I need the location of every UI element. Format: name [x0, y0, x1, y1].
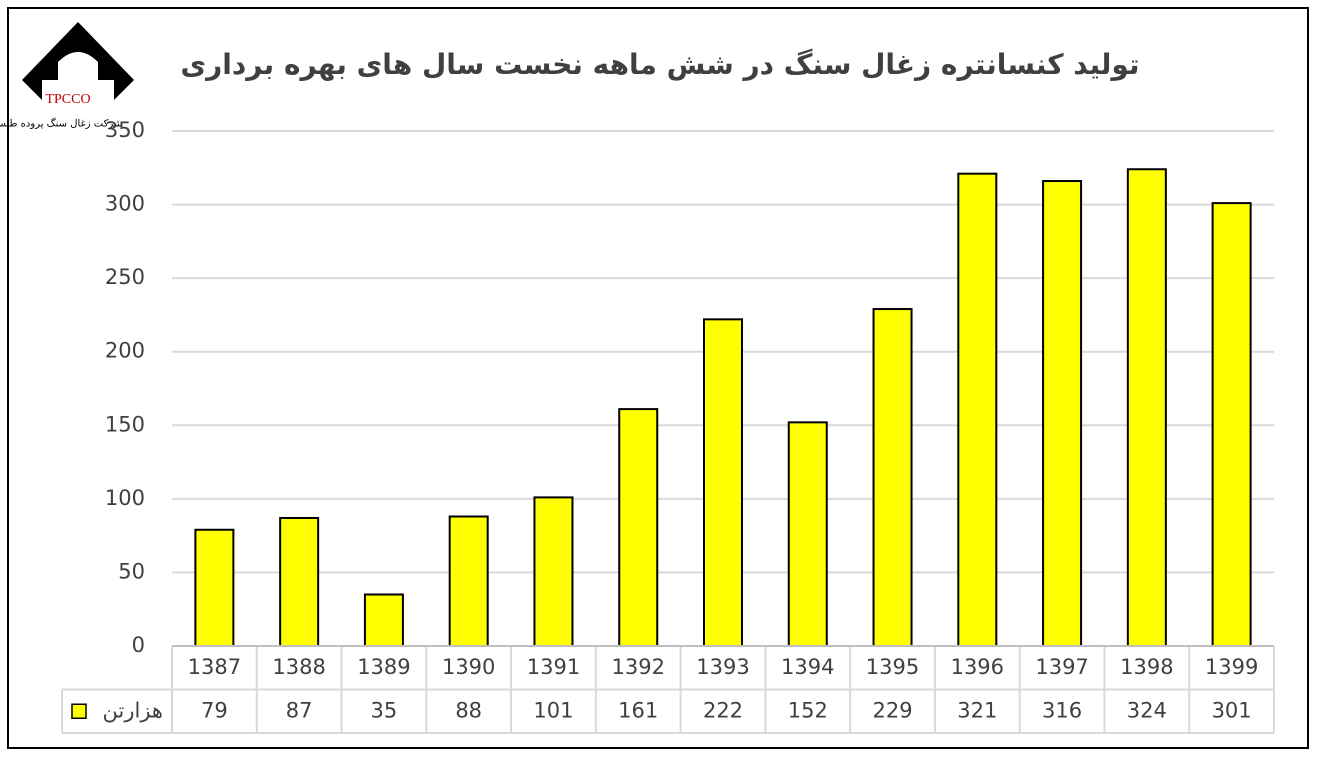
legend-swatch — [71, 703, 87, 719]
table-value: 79 — [201, 698, 228, 722]
y-tick-label: 0 — [132, 633, 145, 657]
x-tick-label: 1388 — [272, 655, 325, 679]
logo-text: TPCCO — [45, 92, 90, 107]
y-tick-label: 250 — [105, 265, 145, 289]
logo: TPCCO شرکت زغال سنگ پروده طبس — [0, 22, 134, 130]
x-tick-label: 1392 — [612, 655, 665, 679]
y-tick-label: 150 — [105, 412, 145, 436]
table-value: 316 — [1042, 698, 1082, 722]
bar — [194, 528, 235, 647]
bar — [363, 593, 404, 647]
table-value: 101 — [533, 698, 573, 722]
x-tick-label: 1389 — [357, 655, 410, 679]
chart-title: تولید کنسانتره زغال سنگ در شش ماهه نخست … — [181, 48, 1140, 81]
table-value: 161 — [618, 698, 658, 722]
x-tick-label: 1390 — [442, 655, 495, 679]
bar — [872, 308, 913, 647]
table-value: 87 — [286, 698, 313, 722]
x-tick-label: 1399 — [1205, 655, 1258, 679]
bar — [533, 496, 574, 647]
table-value: 152 — [788, 698, 828, 722]
x-tick-label: 1394 — [781, 655, 834, 679]
y-tick-label: 100 — [105, 486, 145, 510]
y-tick-label: 200 — [105, 339, 145, 363]
table-value: 301 — [1212, 698, 1252, 722]
legend-label: هزارتن — [103, 698, 163, 722]
y-tick-label: 300 — [105, 192, 145, 216]
bar — [1126, 168, 1167, 647]
y-tick-label: 350 — [105, 118, 145, 142]
x-tick-label: 1397 — [1035, 655, 1088, 679]
bar — [957, 172, 998, 648]
x-tick-label: 1391 — [527, 655, 580, 679]
logo-arch — [58, 52, 98, 80]
table-value: 88 — [455, 698, 482, 722]
bar — [1211, 202, 1252, 647]
bar — [787, 421, 828, 648]
x-tick-label: 1393 — [696, 655, 749, 679]
bar — [448, 515, 489, 647]
bar — [279, 516, 320, 647]
table-value: 324 — [1127, 698, 1167, 722]
x-tick-label: 1396 — [951, 655, 1004, 679]
logo-caption: شرکت زغال سنگ پروده طبس — [0, 118, 122, 130]
y-tick-label: 50 — [118, 559, 145, 583]
table-value: 321 — [957, 698, 997, 722]
x-tick-label: 1387 — [188, 655, 241, 679]
x-tick-label: 1395 — [866, 655, 919, 679]
bar — [703, 318, 743, 647]
table-value: 229 — [872, 698, 912, 722]
table-value: 222 — [703, 698, 743, 722]
bar — [1042, 180, 1083, 647]
table-value: 35 — [371, 698, 398, 722]
bar — [618, 408, 659, 647]
x-tick-label: 1398 — [1120, 655, 1173, 679]
